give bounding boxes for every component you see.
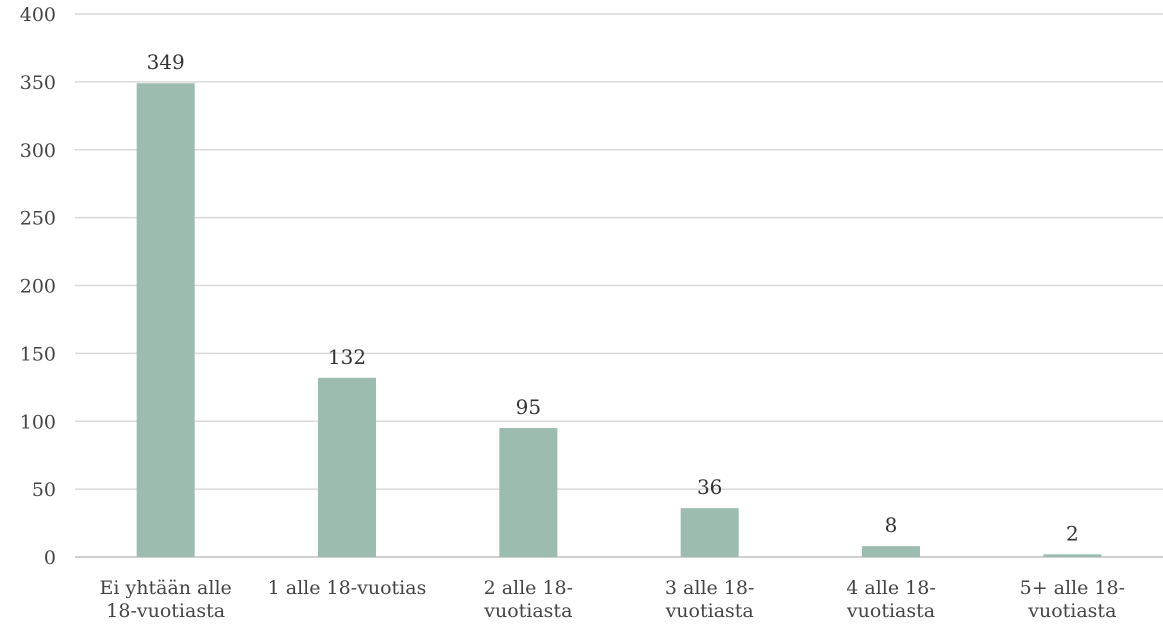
y-tick-label: 100 (20, 411, 56, 433)
x-axis-tick-labels: Ei yhtään alle 18-vuotiasta 1 alle 18-vuot… (100, 577, 1126, 622)
bar (862, 546, 920, 557)
y-tick-label: 50 (32, 479, 56, 501)
y-tick-label: 350 (20, 72, 56, 94)
data-label: 349 (147, 50, 185, 74)
data-label: 2 (1066, 521, 1079, 545)
bar (1043, 554, 1102, 557)
bar (680, 508, 739, 557)
x-tick-label: 2 alle 18-vuotiasta (483, 577, 573, 622)
bars (136, 83, 1102, 558)
y-tick-label: 300 (20, 140, 56, 162)
y-tick-label: 150 (20, 343, 56, 365)
x-tick-label: 4 alle 18-vuotiasta (846, 577, 936, 622)
bar (318, 377, 376, 557)
gridlines (75, 13, 1163, 558)
data-label: 132 (328, 345, 366, 369)
y-tick-label: 250 (20, 208, 56, 230)
data-label: 8 (885, 513, 898, 537)
data-labels: 349 132 95 36 8 2 (147, 50, 1079, 545)
y-tick-label: 0 (44, 547, 56, 569)
data-label: 95 (516, 395, 541, 419)
y-tick-label: 400 (20, 4, 56, 26)
bar (499, 428, 558, 557)
y-axis-tick-labels: 0 50 100 150 200 250 300 350 400 (20, 4, 56, 569)
x-tick-label: 5+ alle 18-vuotiasta (1020, 577, 1125, 622)
x-tick-label: Ei yhtään alle 18-vuotiasta (100, 577, 232, 622)
x-tick-label: 1 alle 18-vuotias (268, 577, 427, 599)
y-tick-label: 200 (20, 276, 56, 298)
data-label: 36 (697, 475, 722, 499)
bar (136, 83, 195, 558)
x-tick-label: 3 alle 18-vuotiasta (665, 577, 755, 622)
